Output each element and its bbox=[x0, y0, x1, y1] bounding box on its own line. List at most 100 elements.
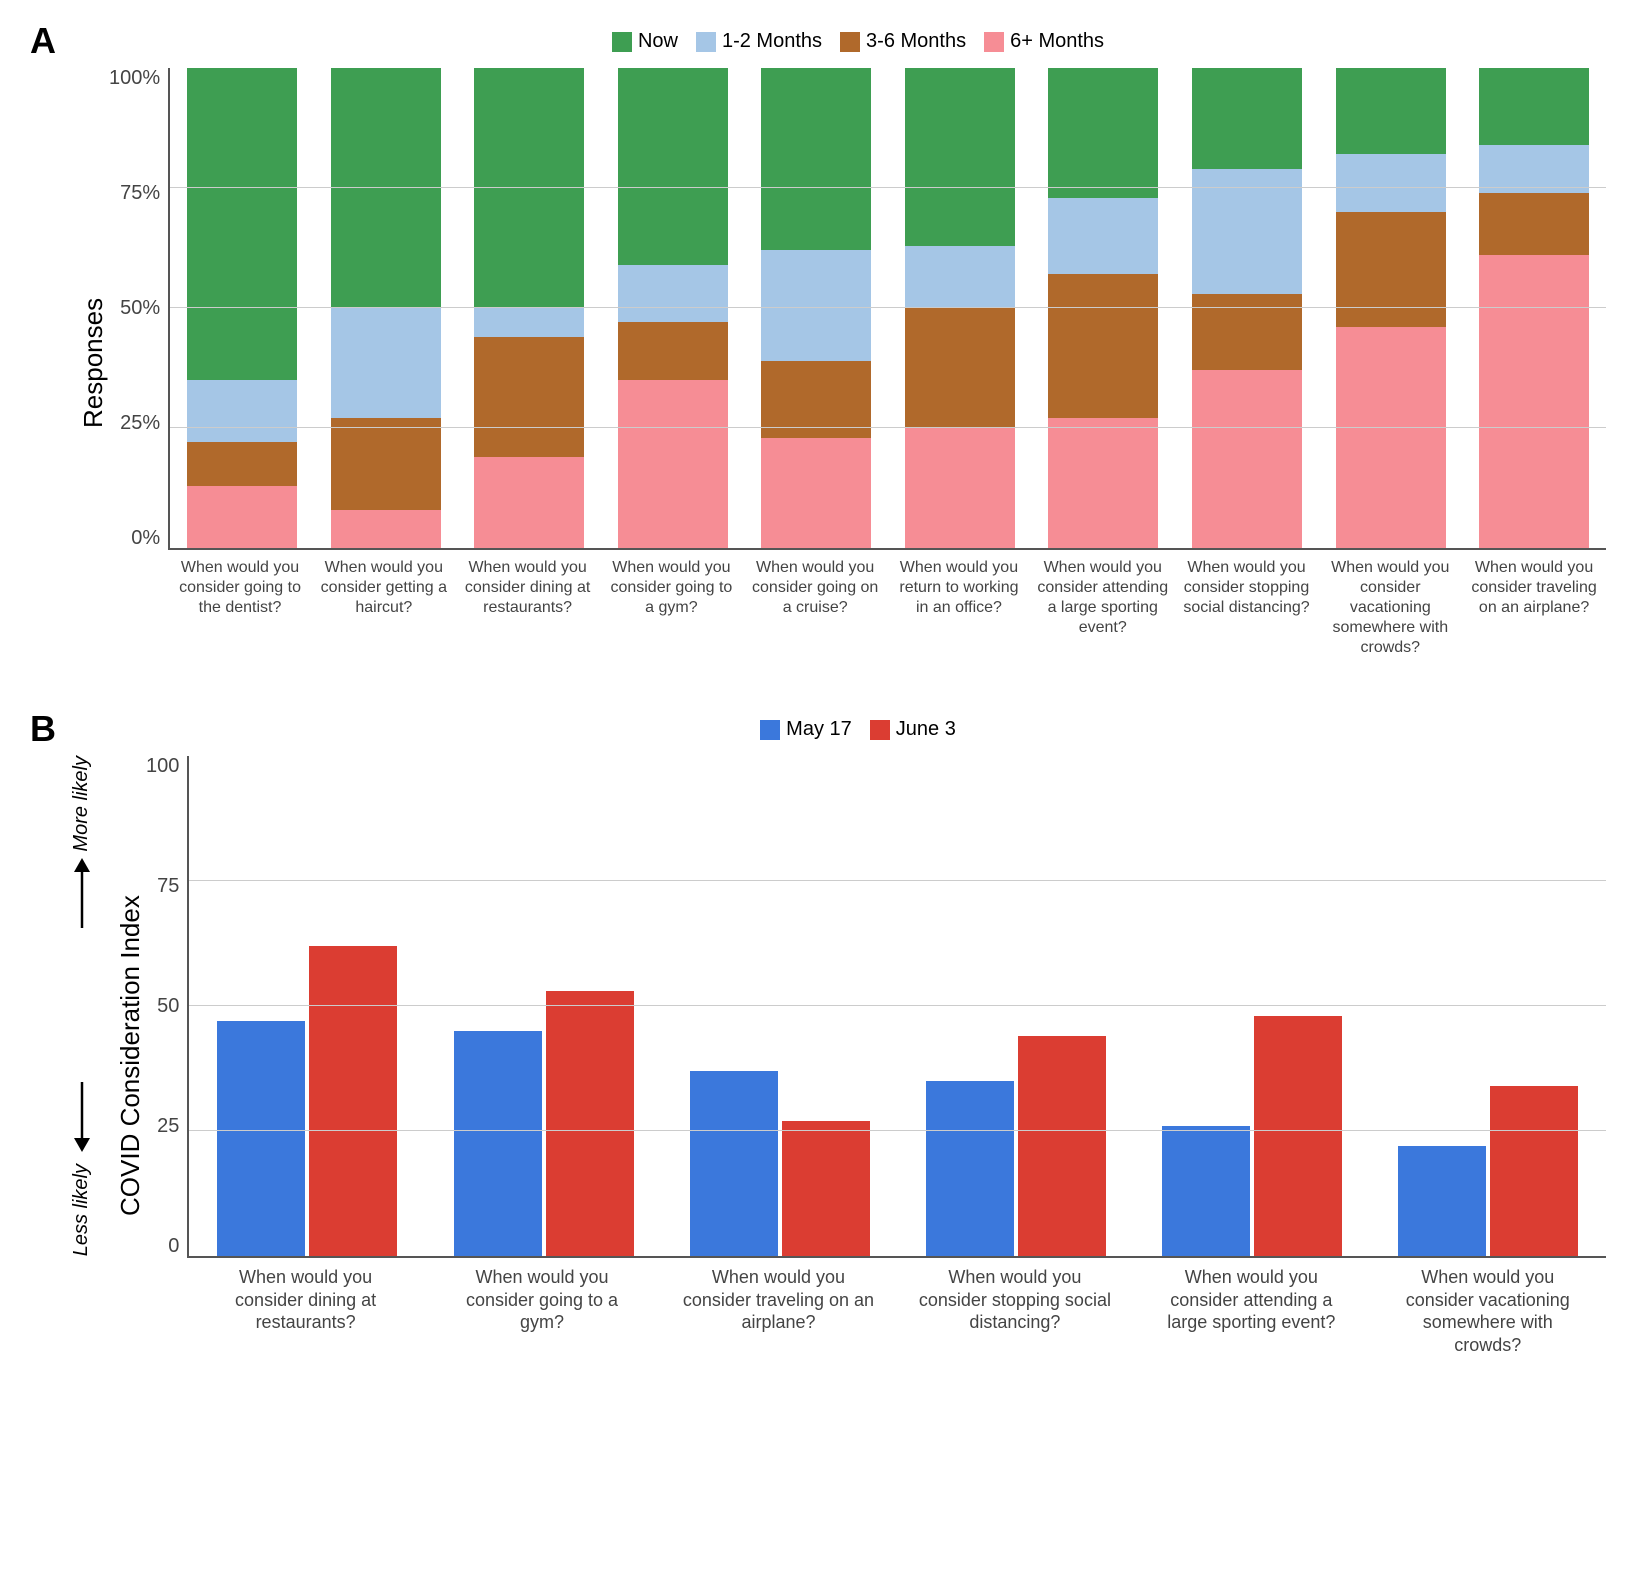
bar-segment bbox=[1048, 198, 1158, 275]
bar-group bbox=[217, 756, 397, 1256]
panel-b-label: B bbox=[30, 708, 56, 750]
legend-item: 1-2 Months bbox=[696, 30, 822, 53]
bar bbox=[690, 1071, 778, 1256]
chart-a-plot bbox=[168, 68, 1606, 550]
chart-a-y-axis-label: Responses bbox=[70, 68, 109, 658]
bar-segment bbox=[1048, 274, 1158, 418]
less-likely-arrow: Less likely bbox=[70, 1082, 93, 1256]
chart-b-plot bbox=[187, 756, 1606, 1258]
x-label: When would you consider going to a gym? bbox=[440, 1266, 644, 1356]
legend-label: 1-2 Months bbox=[722, 30, 822, 53]
bar-segment bbox=[331, 510, 441, 548]
bar bbox=[1162, 1126, 1250, 1256]
y-tick: 0% bbox=[131, 528, 160, 548]
bar bbox=[926, 1081, 1014, 1256]
bar-segment bbox=[1479, 145, 1589, 193]
bar-segment bbox=[905, 308, 1015, 428]
bar-group bbox=[1398, 756, 1578, 1256]
bar-segment bbox=[761, 68, 871, 250]
x-label: When would you consider attending a larg… bbox=[1035, 558, 1171, 658]
y-tick: 100 bbox=[146, 756, 179, 776]
legend-label: 3-6 Months bbox=[866, 30, 966, 53]
bar-segment bbox=[331, 68, 441, 308]
legend-item: 6+ Months bbox=[984, 30, 1104, 53]
chart-a-x-labels: When would you consider going to the den… bbox=[168, 558, 1606, 658]
x-label: When would you consider going to the den… bbox=[172, 558, 308, 658]
y-tick: 25 bbox=[157, 1116, 179, 1136]
gridline bbox=[170, 307, 1606, 308]
stacked-bar bbox=[187, 68, 297, 548]
bar bbox=[1018, 1036, 1106, 1256]
bar bbox=[1398, 1146, 1486, 1256]
bar-segment bbox=[1336, 68, 1446, 154]
chart-b-y-ticks: 1007550250 bbox=[146, 756, 187, 1256]
chart-b-y-axis-label: COVID Consideration Index bbox=[107, 756, 146, 1356]
bar-segment bbox=[618, 380, 728, 548]
bar-segment bbox=[331, 418, 441, 509]
bar-segment bbox=[1336, 154, 1446, 212]
chart-a-y-ticks: 100%75%50%25%0% bbox=[109, 68, 168, 548]
stacked-bar bbox=[761, 68, 871, 548]
gridline bbox=[189, 880, 1606, 881]
y-tick: 75% bbox=[120, 183, 160, 203]
more-likely-label: More likely bbox=[70, 756, 93, 852]
chart-a-wrap: Responses 100%75%50%25%0% When would you… bbox=[70, 68, 1606, 658]
stacked-bar bbox=[1048, 68, 1158, 548]
x-label: When would you consider going to a gym? bbox=[603, 558, 739, 658]
legend-label: 6+ Months bbox=[1010, 30, 1104, 53]
gridline bbox=[170, 427, 1606, 428]
chart-b-legend: May 17 June 3 bbox=[110, 718, 1606, 741]
x-label: When would you consider vacationing some… bbox=[1386, 1266, 1590, 1356]
bar-segment bbox=[331, 308, 441, 418]
bar-segment bbox=[1479, 193, 1589, 255]
legend-swatch bbox=[760, 720, 780, 740]
bar-segment bbox=[474, 337, 584, 457]
bar-segment bbox=[1192, 68, 1302, 169]
x-label: When would you consider attending a larg… bbox=[1149, 1266, 1353, 1356]
legend-item: 3-6 Months bbox=[840, 30, 966, 53]
x-label: When would you consider traveling on an … bbox=[1466, 558, 1602, 658]
bar-group bbox=[926, 756, 1106, 1256]
x-label: When would you consider dining at restau… bbox=[460, 558, 596, 658]
bar-group bbox=[690, 756, 870, 1256]
y-tick: 100% bbox=[109, 68, 160, 88]
legend-swatch bbox=[984, 32, 1004, 52]
legend-swatch bbox=[870, 720, 890, 740]
bar-segment bbox=[618, 68, 728, 265]
legend-swatch bbox=[840, 32, 860, 52]
panel-b: B May 17June 3 More likely Less likely C… bbox=[30, 718, 1606, 1356]
bar bbox=[546, 991, 634, 1256]
bar bbox=[454, 1031, 542, 1256]
bar-segment bbox=[474, 68, 584, 308]
x-label: When would you consider dining at restau… bbox=[204, 1266, 408, 1356]
bar-segment bbox=[905, 68, 1015, 246]
bar-segment bbox=[1479, 68, 1589, 145]
gridline bbox=[170, 187, 1606, 188]
y-tick: 25% bbox=[120, 413, 160, 433]
chart-b-wrap: More likely Less likely COVID Considerat… bbox=[70, 756, 1606, 1356]
bar-segment bbox=[761, 438, 871, 548]
bar bbox=[1490, 1086, 1578, 1256]
gridline bbox=[189, 1130, 1606, 1131]
legend-swatch bbox=[612, 32, 632, 52]
chart-b-bars bbox=[189, 756, 1606, 1256]
x-label: When would you consider traveling on an … bbox=[676, 1266, 880, 1356]
bar-segment bbox=[1048, 68, 1158, 198]
stacked-bar bbox=[618, 68, 728, 548]
legend-label: May 17 bbox=[786, 718, 852, 741]
bar-segment bbox=[1192, 370, 1302, 548]
stacked-bar bbox=[1336, 68, 1446, 548]
legend-item: May 17 bbox=[760, 718, 852, 741]
bar-segment bbox=[1048, 418, 1158, 548]
bar-segment bbox=[905, 246, 1015, 308]
bar-segment bbox=[187, 442, 297, 485]
legend-item: Now bbox=[612, 30, 678, 53]
stacked-bar bbox=[331, 68, 441, 548]
legend-swatch bbox=[696, 32, 716, 52]
chart-b-x-labels: When would you consider dining at restau… bbox=[187, 1266, 1606, 1356]
legend-item: June 3 bbox=[870, 718, 956, 741]
bar bbox=[1254, 1016, 1342, 1256]
less-likely-label: Less likely bbox=[70, 1164, 93, 1256]
bar-segment bbox=[761, 250, 871, 360]
panel-a: A Now1-2 Months3-6 Months6+ Months Respo… bbox=[30, 30, 1606, 658]
